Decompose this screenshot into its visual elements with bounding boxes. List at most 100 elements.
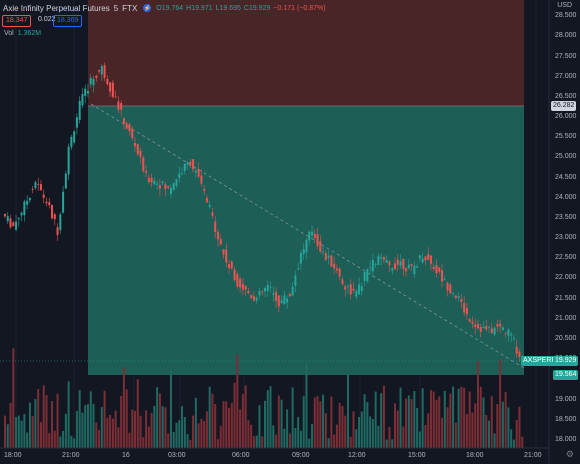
time-tick-label: 12:00 <box>348 452 366 459</box>
candle-body <box>6 216 9 222</box>
candle-body <box>454 295 457 299</box>
volume-bar <box>192 415 195 448</box>
candle-body <box>161 181 164 183</box>
volume-legend: Vol 1.362M <box>4 30 41 37</box>
volume-bar <box>499 359 502 448</box>
volume-bar <box>67 381 70 448</box>
candle-body <box>338 268 341 277</box>
price-tick-label: 25.500 <box>555 133 577 141</box>
stop-zone <box>88 0 524 106</box>
candle-body <box>382 257 385 260</box>
price-tick-label: 21.000 <box>555 314 577 322</box>
volume-bar <box>521 436 524 448</box>
volume-bar <box>197 423 200 448</box>
volume-bar <box>189 439 192 448</box>
candle-body <box>117 101 120 110</box>
price-tick-label: 24.000 <box>555 193 577 201</box>
candle-body <box>86 91 89 94</box>
volume-bar <box>211 393 214 448</box>
volume-bar <box>252 436 255 448</box>
candle-body <box>153 180 156 185</box>
volume-bar <box>236 354 239 448</box>
volume-bar <box>98 429 101 448</box>
candle-body <box>330 255 333 267</box>
sell-price-button[interactable]: 18.347 <box>2 15 32 27</box>
volume-bar <box>396 410 399 448</box>
volume-bar <box>496 404 499 448</box>
candle-body <box>394 263 396 270</box>
volume-bar <box>75 410 78 448</box>
stop-price-badge: 19.564 <box>553 370 579 380</box>
candle-body <box>333 263 336 269</box>
candle-body <box>327 255 330 258</box>
volume-bar <box>294 428 297 448</box>
candle-body <box>145 171 148 173</box>
volume-bar <box>355 429 358 448</box>
volume-bar <box>125 389 128 448</box>
candle-body <box>39 184 42 191</box>
time-tick-label: 21:00 <box>62 452 80 459</box>
volume-bar <box>203 421 206 448</box>
volume-bar <box>142 437 145 448</box>
candle-body <box>28 197 31 201</box>
price-tick-label: 19.000 <box>555 395 577 403</box>
volume-bar <box>62 430 65 448</box>
volume-bar <box>421 388 424 448</box>
candle-body <box>396 259 399 265</box>
candle-body <box>435 265 438 274</box>
volume-bar <box>277 395 280 448</box>
volume-bar <box>92 403 95 448</box>
buy-price-button[interactable]: 18.369 <box>53 15 83 27</box>
candle-body <box>269 286 272 288</box>
candle-body <box>377 255 380 265</box>
resolution[interactable]: 5 <box>113 3 119 13</box>
candle-body <box>31 189 34 190</box>
volume-bar <box>172 431 175 448</box>
candle-body <box>255 297 258 301</box>
volume-bar <box>250 424 253 448</box>
candle-body <box>299 252 302 264</box>
candle-body <box>100 66 103 75</box>
price-tick-label: 22.000 <box>555 274 577 282</box>
candle-body <box>142 157 145 172</box>
volume-value: 1.362M <box>17 30 42 37</box>
settings-gear-icon[interactable]: ⚙ <box>565 449 574 459</box>
candle-body <box>474 324 477 328</box>
volume-bar <box>360 411 363 448</box>
currency-label[interactable]: USD <box>557 2 572 9</box>
candle-body <box>457 296 460 298</box>
volume-bar <box>471 412 474 448</box>
candle-body <box>363 272 366 282</box>
candle-body <box>311 231 314 236</box>
volume-bars <box>4 348 524 448</box>
candle-body <box>429 255 432 264</box>
volume-bar <box>452 386 455 448</box>
volume-bar <box>200 418 203 448</box>
candle-body <box>64 173 67 189</box>
volume-bar <box>114 410 117 448</box>
time-tick-label: 06:00 <box>232 452 250 459</box>
candle-body <box>98 70 101 72</box>
candle-body <box>465 307 468 315</box>
volume-bar <box>449 393 452 448</box>
candle-body <box>280 300 283 303</box>
candle-body <box>89 77 92 85</box>
symbol-name[interactable]: Axie Infinity Perpetual Futures <box>3 3 110 13</box>
volume-bar <box>241 394 244 448</box>
candle-body <box>380 257 383 259</box>
volume-bar <box>405 398 408 448</box>
candle-body <box>122 118 125 125</box>
candle-body <box>37 183 40 185</box>
candle-body <box>316 234 319 246</box>
candle-body <box>510 334 513 336</box>
volume-bar <box>380 393 383 448</box>
volume-bar <box>371 418 374 448</box>
candle-body <box>51 204 54 219</box>
volume-bar <box>377 425 380 448</box>
candle-body <box>156 183 159 185</box>
candle-body <box>17 218 20 220</box>
candle-body <box>264 288 266 292</box>
volume-bar <box>145 410 148 448</box>
candle-body <box>344 286 347 290</box>
